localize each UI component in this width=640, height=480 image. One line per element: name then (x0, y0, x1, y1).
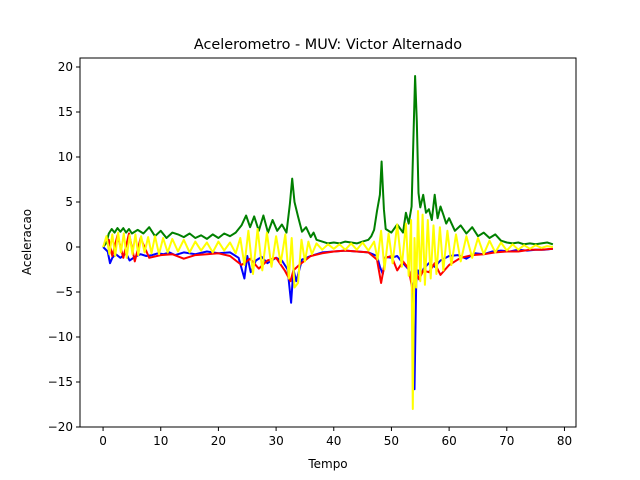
y-tick-label: −5 (55, 285, 73, 299)
chart-title: Acelerometro - MUV: Victor Alternado (194, 37, 462, 53)
x-tick-label: 30 (268, 434, 283, 448)
series-line-2 (102, 75, 554, 248)
y-tick-label: −15 (48, 375, 73, 389)
y-tick-label: 0 (65, 240, 73, 254)
y-tick-label: −20 (48, 420, 73, 434)
x-tick-label: 50 (384, 434, 399, 448)
x-tick-label: 60 (441, 434, 456, 448)
plot-frame (79, 57, 577, 428)
x-tick-label: 80 (557, 434, 572, 448)
x-tick-label: 0 (99, 434, 107, 448)
y-tick-label: 15 (58, 105, 73, 119)
y-tick-label: 20 (58, 60, 73, 74)
x-tick-label: 70 (499, 434, 514, 448)
y-tick-label: 10 (58, 150, 73, 164)
x-tick-label: 40 (326, 434, 341, 448)
series-layer (102, 75, 554, 410)
y-tick-label: −10 (48, 330, 73, 344)
series-line-3 (102, 210, 554, 410)
series-line-1 (102, 232, 553, 293)
x-axis-label: Tempo (307, 457, 347, 471)
y-axis-label: Aceleracao (20, 209, 34, 275)
y-axis-ticks: −20 −15 −10 −5 0 5 10 15 20 (48, 60, 80, 434)
x-tick-label: 10 (153, 434, 168, 448)
y-tick-label: 5 (65, 195, 73, 209)
x-axis-ticks: 0 10 20 30 40 50 60 70 80 (99, 427, 572, 448)
x-tick-label: 20 (211, 434, 226, 448)
